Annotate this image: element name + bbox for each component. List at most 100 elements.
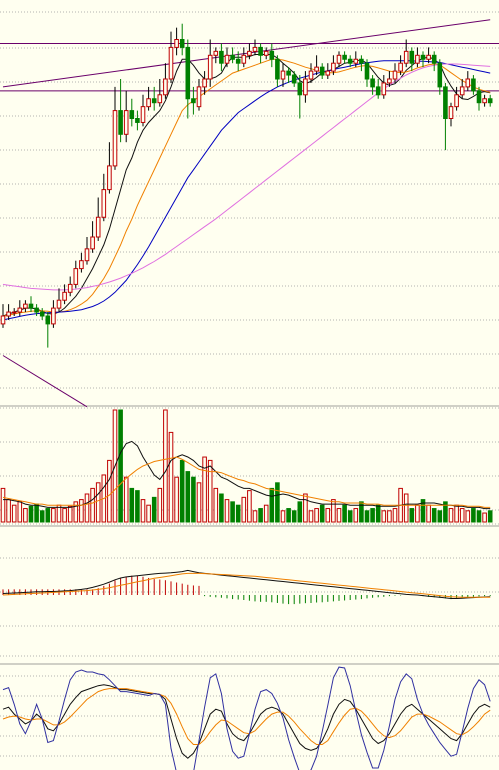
candle-body <box>375 86 381 96</box>
ma60-line <box>2 63 491 291</box>
candle-body <box>129 110 135 119</box>
candle-body <box>157 94 163 104</box>
candle-body <box>45 315 51 325</box>
kdj-j-line <box>2 666 491 770</box>
volume-bar <box>241 496 247 523</box>
candle-body <box>342 54 347 60</box>
volume-bar <box>336 508 342 523</box>
candle-body <box>392 70 398 80</box>
volume-bar <box>415 504 420 523</box>
candle-body <box>482 98 487 104</box>
volume-bar <box>118 409 123 523</box>
volume-bar <box>409 508 415 523</box>
candle-body <box>230 54 235 60</box>
volume-bar <box>471 508 476 523</box>
volume-bar <box>375 504 381 523</box>
candle-body <box>308 70 314 80</box>
volume-bar <box>487 510 493 523</box>
volume-bar <box>11 504 17 523</box>
volume-bar <box>431 508 437 523</box>
candle-body <box>202 78 207 88</box>
candle-body <box>275 58 280 80</box>
candle-body <box>90 236 95 250</box>
volume-bar <box>6 499 11 523</box>
volume-bar <box>370 508 375 523</box>
candle-body <box>51 307 56 325</box>
candle-body <box>314 66 319 72</box>
macd-panel <box>2 569 491 605</box>
candle-body <box>179 39 185 48</box>
candle-body <box>34 307 39 313</box>
volume-bar <box>129 487 135 523</box>
candle-body <box>437 62 443 88</box>
candle-body <box>79 260 84 270</box>
candle-body <box>331 62 336 72</box>
volume-bar <box>269 487 275 523</box>
volume-bar <box>207 459 213 523</box>
volume-bar <box>342 504 347 523</box>
candle-body <box>118 110 123 135</box>
candle-body <box>426 54 431 60</box>
candle-body <box>252 46 258 52</box>
candle-body <box>241 54 247 64</box>
candle-body <box>403 50 409 64</box>
candle-body <box>107 165 112 191</box>
candle-body <box>219 50 224 64</box>
volume-bar <box>146 504 151 523</box>
volume-bar <box>185 471 191 523</box>
candle-body <box>431 54 437 64</box>
volume-bar <box>280 510 286 523</box>
candle-body <box>487 98 493 104</box>
volume-bar <box>157 487 163 523</box>
candle-body <box>454 94 459 108</box>
volume-bar <box>39 510 45 523</box>
candle-body <box>191 98 196 104</box>
candle-body <box>443 86 448 120</box>
candle-body <box>56 299 62 309</box>
candle-body <box>415 54 420 64</box>
volume-bar <box>95 482 101 523</box>
ma10-line <box>2 58 491 317</box>
volume-bar <box>151 496 157 523</box>
candle-body <box>336 54 342 64</box>
candle-body <box>387 78 392 84</box>
candle-body <box>465 78 471 88</box>
candle-body <box>347 58 353 64</box>
volume-bar <box>403 493 409 523</box>
volume-bar <box>465 510 471 523</box>
volume-bar <box>0 487 6 523</box>
volume-bar <box>67 505 73 523</box>
candle-body <box>101 189 107 218</box>
candle-body <box>459 86 465 96</box>
trend-line <box>2 19 491 88</box>
volume-bar <box>392 508 398 523</box>
candle-body <box>17 307 23 313</box>
volume-bar <box>381 510 387 523</box>
candle-body <box>151 98 157 104</box>
candle-body <box>280 70 286 80</box>
candle-body <box>185 46 191 100</box>
candle-body <box>196 86 202 108</box>
volume-bar <box>308 510 314 523</box>
candle-body <box>247 50 252 56</box>
candle-body <box>269 50 275 60</box>
volume-bar <box>51 508 56 523</box>
volume-bar <box>34 503 39 523</box>
volume-bar <box>107 459 112 523</box>
candle-body <box>112 110 118 167</box>
candle-body <box>224 54 230 64</box>
candle-body <box>258 46 263 56</box>
volume-bar <box>448 508 454 523</box>
candle-body <box>398 62 403 72</box>
candle-body <box>476 90 482 104</box>
volume-bar <box>252 510 258 523</box>
volume-bar <box>437 510 443 523</box>
candle-body <box>174 39 179 48</box>
candle-body <box>207 54 213 80</box>
volume-bar <box>174 476 179 523</box>
volume-bar <box>459 508 465 523</box>
candle-body <box>303 78 308 96</box>
candle-body <box>62 291 67 301</box>
volume-bar <box>28 505 34 523</box>
